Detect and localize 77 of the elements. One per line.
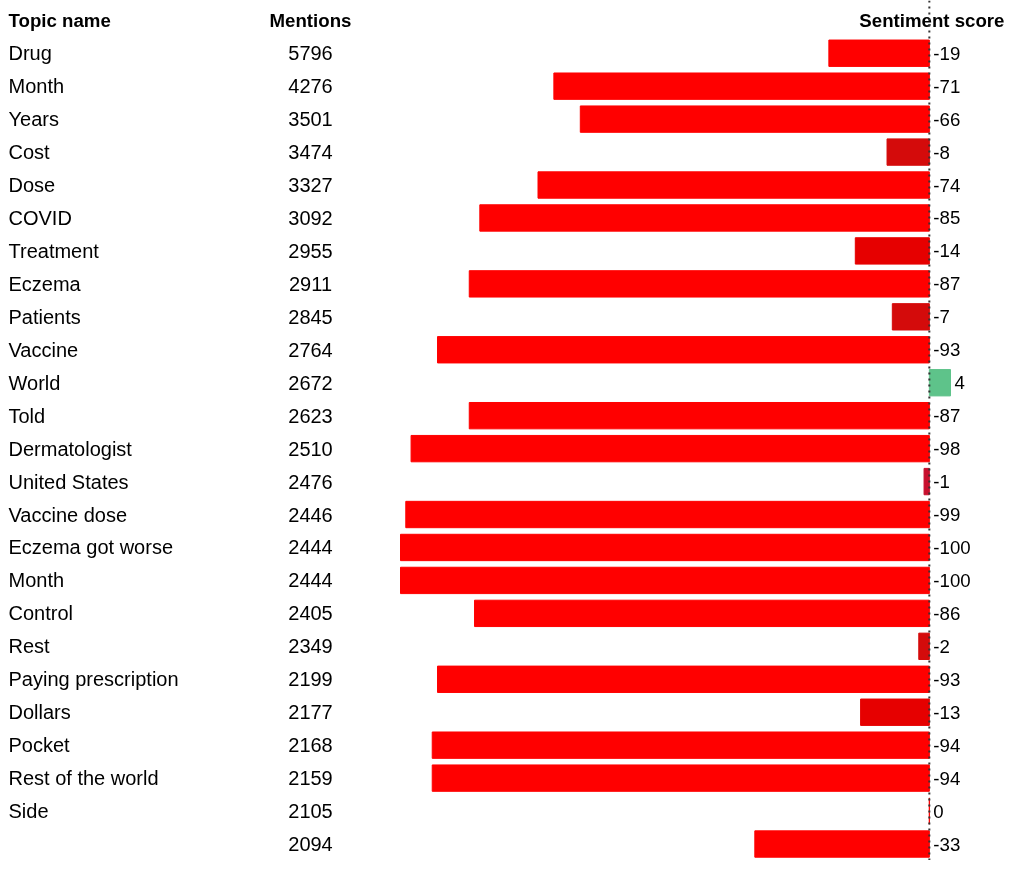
data-label: -7: [933, 306, 950, 328]
data-label: -74: [933, 174, 961, 196]
data-label: 2955: [288, 239, 333, 262]
y-tick-label: Cost: [8, 141, 51, 164]
data-label: -66: [933, 108, 961, 130]
data-label: -98: [933, 438, 961, 460]
data-label: 2476: [288, 470, 333, 493]
y-axis-title: Topic name: [8, 9, 111, 31]
data-label: -87: [933, 273, 961, 295]
data-label: 3474: [288, 141, 333, 164]
y-tick-label: Month: [8, 569, 65, 592]
y-tick-label: Month: [8, 75, 65, 98]
data-label: 2444: [288, 569, 333, 592]
data-label: 2405: [288, 602, 333, 625]
data-label: 4: [954, 372, 965, 394]
data-label: -71: [933, 75, 961, 97]
y-tick-label: Dermatologist: [8, 437, 133, 460]
data-label: -19: [933, 42, 961, 64]
y-tick-label: Eczema: [8, 272, 82, 295]
y-tick-label: Dollars: [8, 701, 71, 724]
data-label: 2911: [289, 272, 333, 295]
data-label: 2094: [288, 833, 333, 856]
data-label: -33: [933, 833, 961, 855]
data-label: 2349: [288, 635, 333, 658]
data-label: 3092: [288, 206, 333, 229]
data-label: -85: [933, 207, 961, 229]
data-label: 3327: [288, 174, 333, 197]
data-label: 2845: [288, 305, 333, 328]
chart-title: Sentiment score: [859, 9, 1005, 31]
data-label: -13: [933, 701, 961, 723]
y-tick-label: COVID: [8, 206, 72, 229]
data-label: -8: [933, 141, 950, 163]
data-label: 2672: [288, 371, 333, 394]
y-tick-label: Vaccine: [8, 338, 79, 361]
data-label: -94: [933, 734, 961, 756]
data-label: -87: [933, 405, 961, 427]
data-label: 2623: [288, 404, 333, 427]
y-tick-label: World: [8, 371, 61, 394]
y-tick-label: Treatment: [8, 239, 100, 262]
y-tick-label: Told: [8, 404, 46, 427]
y-tick-label: Drug: [8, 42, 52, 65]
data-label: 4276: [288, 75, 333, 98]
data-label: 0: [933, 800, 944, 822]
y-tick-label: United States: [8, 470, 129, 493]
data-label: -100: [933, 536, 971, 558]
data-label: -93: [933, 339, 961, 361]
data-label: 2199: [288, 668, 333, 691]
data-label: -100: [933, 569, 971, 591]
data-label: -99: [933, 504, 961, 526]
data-label: -94: [933, 767, 961, 789]
data-label: 2446: [288, 503, 333, 526]
y-tick-label: Patients: [8, 305, 81, 328]
data-label: -93: [933, 668, 961, 690]
y-tick-label: Rest of the world: [8, 767, 159, 790]
data-label: -2: [933, 635, 950, 657]
y-tick-label: Pocket: [8, 734, 71, 757]
data-label: -14: [933, 240, 961, 262]
y-tick-label: Eczema got worse: [8, 536, 174, 559]
data-label: 2177: [288, 701, 333, 724]
data-label: 2105: [288, 800, 333, 823]
data-label: -1: [933, 471, 950, 493]
text: Mentions: [269, 9, 352, 31]
data-label: 2764: [288, 338, 333, 361]
data-label: 3501: [288, 108, 333, 131]
data-label: 2444: [288, 536, 333, 559]
data-label: 2159: [288, 767, 333, 790]
data-label: 5796: [288, 42, 333, 65]
data-label: 2510: [288, 437, 333, 460]
y-tick-label: Side: [8, 800, 49, 823]
y-tick-label: Vaccine dose: [8, 503, 128, 526]
y-tick-label: Years: [8, 108, 59, 131]
y-tick-label: Control: [8, 602, 73, 625]
data-label: -86: [933, 602, 961, 624]
y-tick-label: Paying prescription: [8, 668, 179, 691]
y-tick-label: Rest: [8, 635, 51, 658]
data-label: 2168: [288, 734, 333, 757]
y-tick-label: Dose: [8, 174, 56, 197]
